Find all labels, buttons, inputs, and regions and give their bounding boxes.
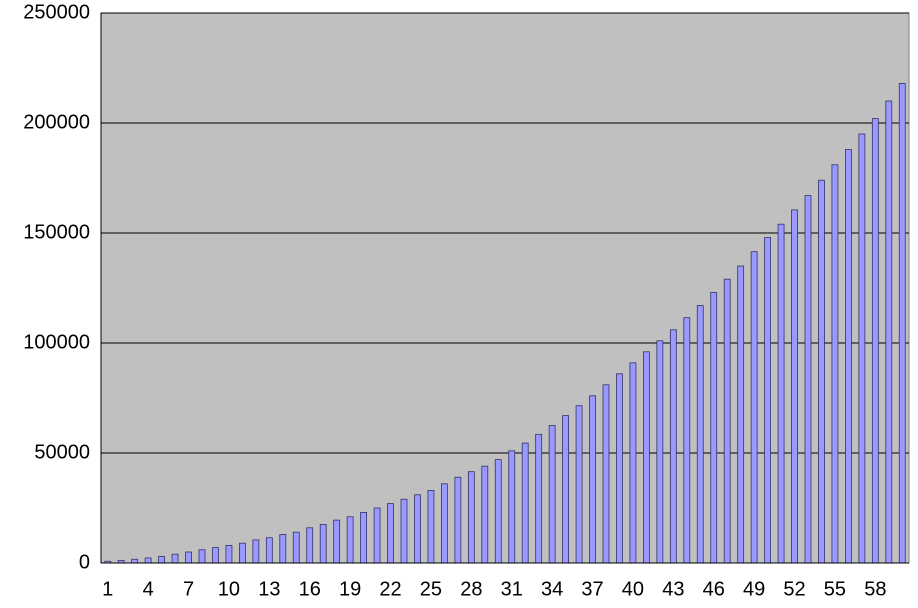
bar <box>131 558 139 564</box>
bar <box>562 415 569 564</box>
bar <box>737 265 745 564</box>
bar <box>750 251 758 564</box>
bar <box>171 553 179 564</box>
plot-area <box>100 12 910 564</box>
bar <box>144 557 152 564</box>
bar <box>292 531 300 564</box>
x-tick-label: 22 <box>379 578 401 600</box>
y-tick-label: 100000 <box>23 331 90 353</box>
bar <box>225 545 233 564</box>
bar <box>521 442 529 564</box>
bar <box>494 459 502 564</box>
bar <box>643 351 650 564</box>
bar <box>252 539 260 564</box>
bar <box>400 498 408 564</box>
bar <box>710 291 718 564</box>
x-tick-label: 40 <box>622 578 644 600</box>
x-tick-label: 55 <box>824 578 846 600</box>
bar <box>265 537 273 564</box>
bar <box>818 179 825 564</box>
bar <box>212 547 219 564</box>
x-tick-label: 28 <box>460 578 482 600</box>
bar <box>831 164 839 564</box>
bar <box>387 503 394 564</box>
x-tick-label: 52 <box>783 578 805 600</box>
x-tick-label: 31 <box>501 578 523 600</box>
bar <box>198 549 206 564</box>
bar <box>333 519 341 564</box>
x-tick-label: 10 <box>218 578 240 600</box>
bar <box>575 405 583 564</box>
bar <box>871 118 879 564</box>
bar <box>158 556 166 564</box>
bar <box>791 209 798 564</box>
bar <box>804 195 812 564</box>
bar <box>346 516 354 564</box>
bar <box>669 329 677 564</box>
bar <box>683 317 691 564</box>
x-tick-label: 7 <box>183 578 194 600</box>
bar <box>414 494 421 564</box>
bar <box>360 512 368 564</box>
bar <box>467 471 475 564</box>
bar <box>629 362 637 564</box>
bar <box>602 384 610 564</box>
bar <box>508 450 516 564</box>
bar <box>319 524 327 564</box>
x-tick-label: 46 <box>703 578 725 600</box>
bar <box>279 534 287 564</box>
x-tick-label: 25 <box>420 578 442 600</box>
bar <box>373 507 381 564</box>
bar <box>427 489 435 564</box>
x-tick-label: 49 <box>743 578 765 600</box>
bar <box>723 278 731 564</box>
x-tick-label: 13 <box>258 578 280 600</box>
bar <box>306 527 314 564</box>
y-tick-label: 200000 <box>23 111 90 133</box>
y-tick-label: 0 <box>79 551 90 573</box>
bar <box>481 465 489 564</box>
x-tick-label: 1 <box>102 578 113 600</box>
bar <box>185 551 192 564</box>
bar <box>616 373 623 564</box>
x-tick-label: 19 <box>339 578 361 600</box>
bar <box>764 236 771 564</box>
bar <box>535 433 543 564</box>
x-tick-label: 58 <box>864 578 886 600</box>
bar <box>589 395 596 564</box>
bar <box>548 425 556 564</box>
bar <box>238 542 246 564</box>
bar <box>454 476 462 564</box>
x-tick-label: 4 <box>143 578 154 600</box>
y-tick-label: 50000 <box>34 441 90 463</box>
bar <box>898 83 906 564</box>
x-tick-label: 43 <box>662 578 684 600</box>
bar <box>885 100 893 564</box>
x-tick-label: 34 <box>541 578 563 600</box>
bar <box>845 148 852 564</box>
bar <box>777 223 785 564</box>
y-tick-label: 150000 <box>23 221 90 243</box>
bar <box>656 340 664 564</box>
x-tick-label: 37 <box>581 578 603 600</box>
bar <box>696 305 704 564</box>
bar <box>858 133 866 564</box>
bar <box>440 483 448 564</box>
x-tick-label: 16 <box>299 578 321 600</box>
y-tick-label: 250000 <box>23 1 90 23</box>
